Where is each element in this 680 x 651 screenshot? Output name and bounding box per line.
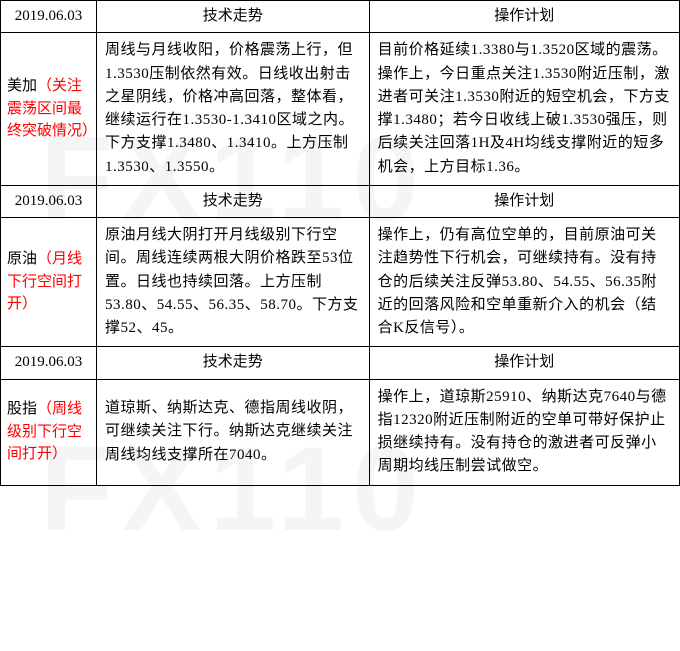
- instrument-name: 美加: [7, 78, 37, 94]
- instrument-label: 美加（关注震荡区间最终突破情况）: [1, 33, 97, 186]
- plan-content: 操作上，道琼斯25910、纳斯达克7640与德指12320附近压制附近的空单可带…: [369, 379, 679, 485]
- trend-header: 技术走势: [97, 1, 370, 33]
- plan-content: 操作上，仍有高位空单的，目前原油可关注趋势性下行机会，可继续持有。没有持仓的后续…: [369, 218, 679, 347]
- instrument-label: 原油（月线下行空间打开）: [1, 218, 97, 347]
- trend-content: 道琼斯、纳斯达克、德指周线收阴，可继续关注下行。纳斯达克继续关注周线均线支撑所在…: [97, 379, 370, 485]
- plan-content: 目前价格延续1.3380与1.3520区域的震荡。操作上，今日重点关注1.353…: [369, 33, 679, 186]
- table-row: 股指（周线级别下行空间打开） 道琼斯、纳斯达克、德指周线收阴，可继续关注下行。纳…: [1, 379, 680, 485]
- date-cell: 2019.06.03: [1, 185, 97, 217]
- trend-header: 技术走势: [97, 185, 370, 217]
- trend-content: 周线与月线收阳，价格震荡上行，但1.3530压制依然有效。日线收出射击之星阴线，…: [97, 33, 370, 186]
- plan-header: 操作计划: [369, 347, 679, 379]
- table-row: 2019.06.03 技术走势 操作计划: [1, 185, 680, 217]
- analysis-table: 2019.06.03 技术走势 操作计划 美加（关注震荡区间最终突破情况） 周线…: [0, 0, 680, 486]
- trend-header: 技术走势: [97, 347, 370, 379]
- trend-content: 原油月线大阴打开月线级别下行空间。周线连续两根大阴价格跌至53位置。日线也持续回…: [97, 218, 370, 347]
- instrument-label: 股指（周线级别下行空间打开）: [1, 379, 97, 485]
- table-row: 美加（关注震荡区间最终突破情况） 周线与月线收阳，价格震荡上行，但1.3530压…: [1, 33, 680, 186]
- plan-header: 操作计划: [369, 185, 679, 217]
- table-row: 2019.06.03 技术走势 操作计划: [1, 1, 680, 33]
- date-cell: 2019.06.03: [1, 347, 97, 379]
- table-row: 2019.06.03 技术走势 操作计划: [1, 347, 680, 379]
- plan-header: 操作计划: [369, 1, 679, 33]
- table-row: 原油（月线下行空间打开） 原油月线大阴打开月线级别下行空间。周线连续两根大阴价格…: [1, 218, 680, 347]
- date-cell: 2019.06.03: [1, 1, 97, 33]
- instrument-name: 股指: [7, 401, 37, 417]
- instrument-name: 原油: [7, 251, 37, 267]
